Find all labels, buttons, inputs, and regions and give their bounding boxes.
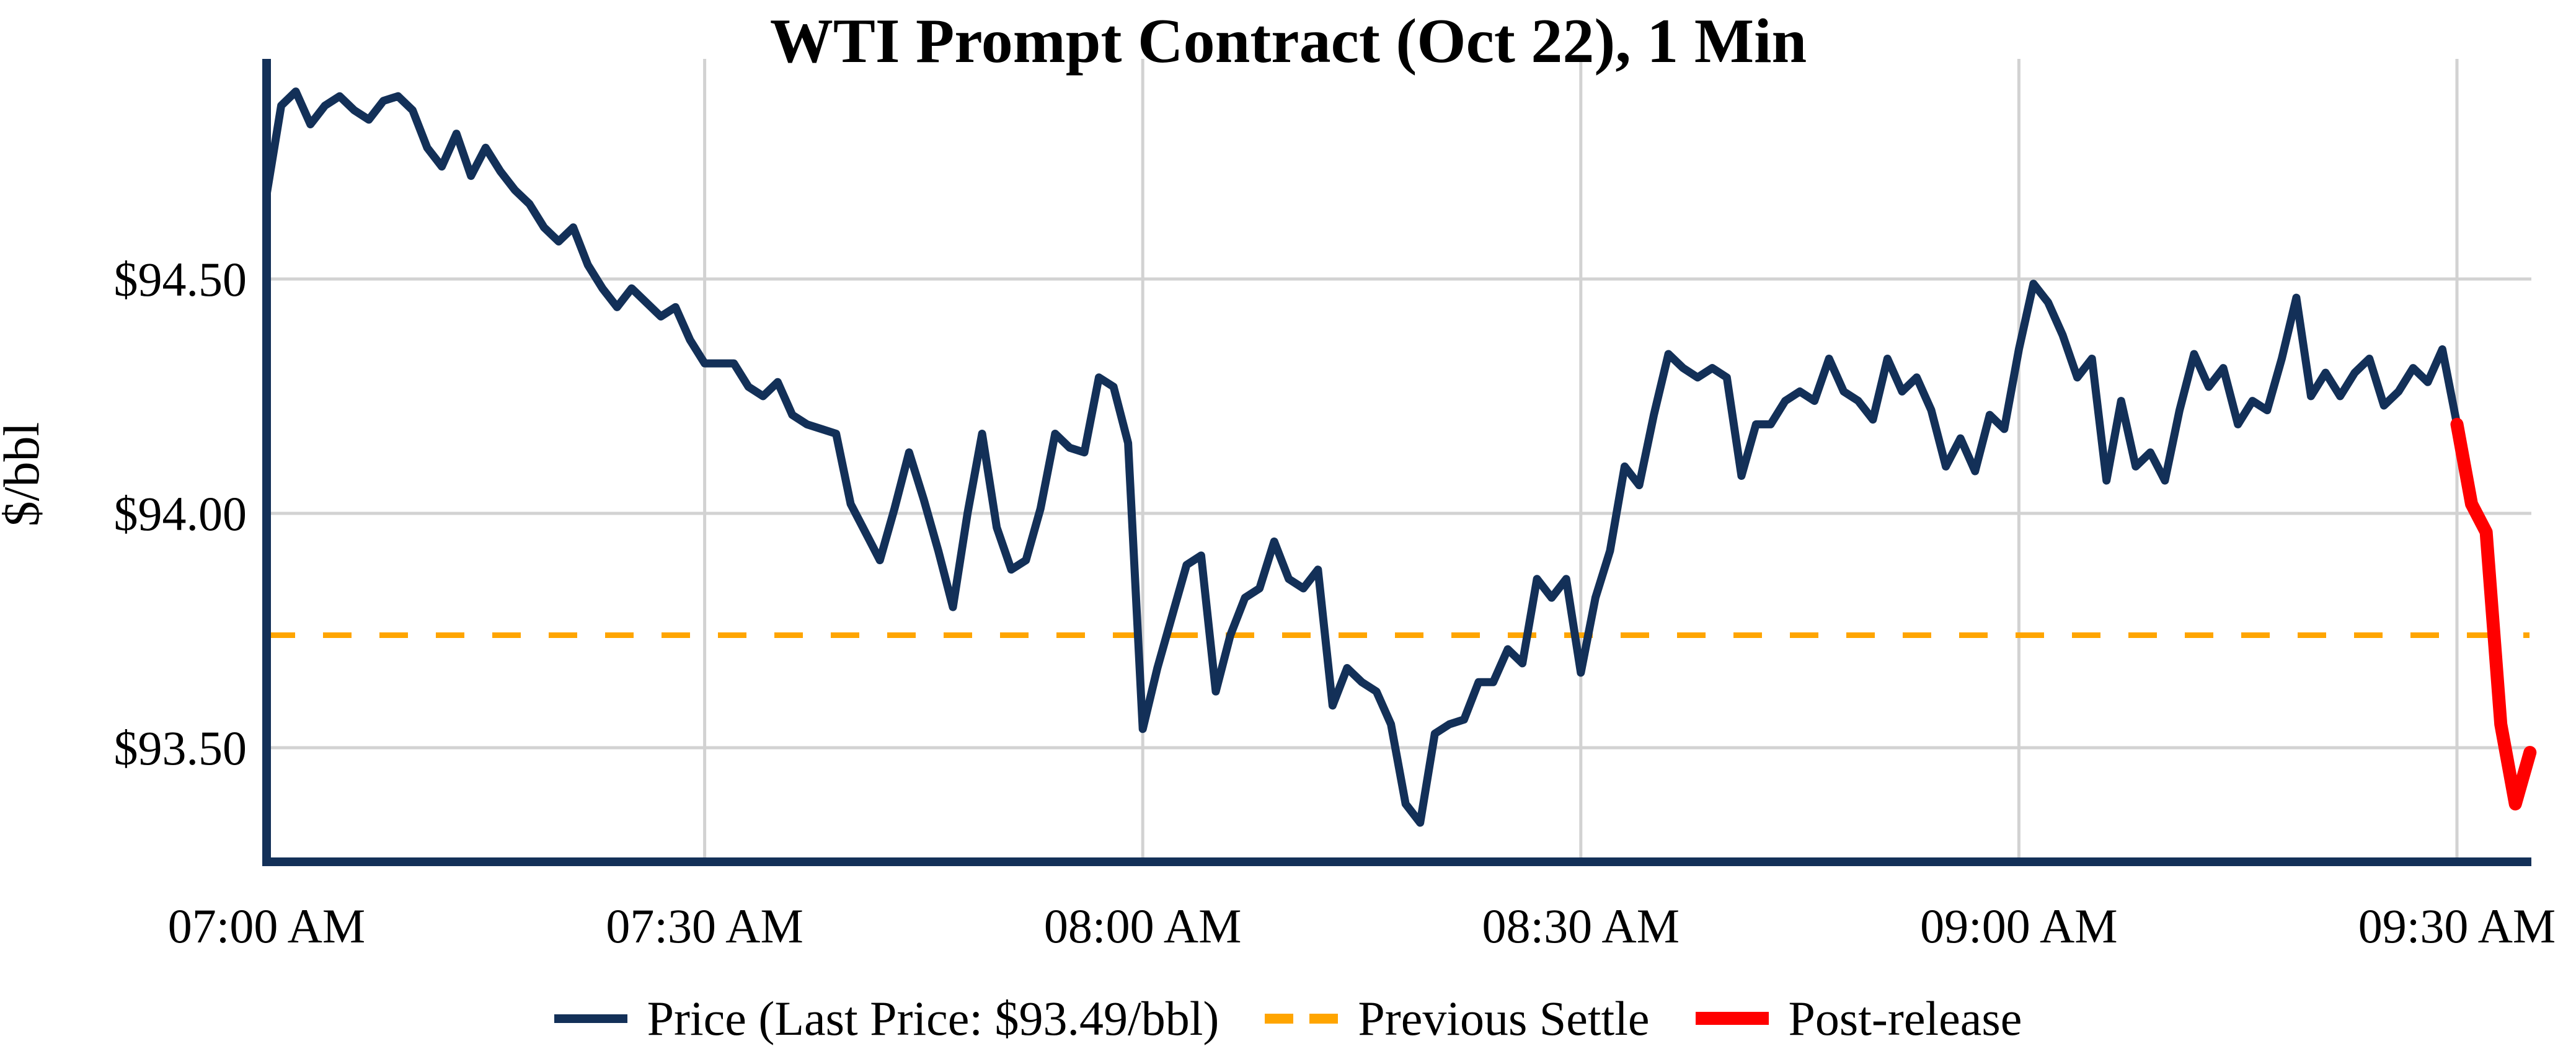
vertical-gridlines [265,59,2459,862]
x-tick-label: 08:00 AM [1044,899,1242,953]
y-tick-label: $94.50 [114,252,247,306]
y-tick-label: $93.50 [114,721,247,775]
legend-item-previous-settle: Previous Settle [1265,991,1650,1047]
price-line [262,87,2461,827]
post-release-line [2450,417,2537,811]
legend-item-price: Price (Last Price: $93.49/bbl) [554,991,1219,1047]
x-tick-label: 09:00 AM [1920,899,2118,953]
y-tick-label: $94.00 [114,487,247,541]
horizontal-gridlines [267,277,2531,750]
previous-settle-dash-swatch-icon [1265,1013,1339,1024]
post-release-line-swatch-icon [1695,1012,1769,1025]
price-line-swatch-icon [554,1014,627,1023]
x-tick-label: 09:30 AM [2358,899,2556,953]
x-tick-label: 07:30 AM [606,899,803,953]
chart-title: WTI Prompt Contract (Oct 22), 1 Min [770,6,1807,76]
legend-label-price: Price (Last Price: $93.49/bbl) [647,991,1219,1045]
legend-item-post-release: Post-release [1695,991,2022,1047]
legend: Price (Last Price: $93.49/bbl) Previous … [0,983,2576,1054]
y-axis-title: $/bbl [0,422,50,527]
legend-label-previous-settle: Previous Settle [1358,991,1650,1045]
legend-label-post-release: Post-release [1788,991,2022,1045]
y-tick-labels: $94.50 $94.00 $93.50 [114,252,247,775]
x-tick-labels: 07:00 AM 07:30 AM 08:00 AM 08:30 AM 09:00 AM… [168,899,2556,953]
x-tick-label: 07:00 AM [168,899,366,953]
x-tick-label: 08:30 AM [1482,899,1680,953]
